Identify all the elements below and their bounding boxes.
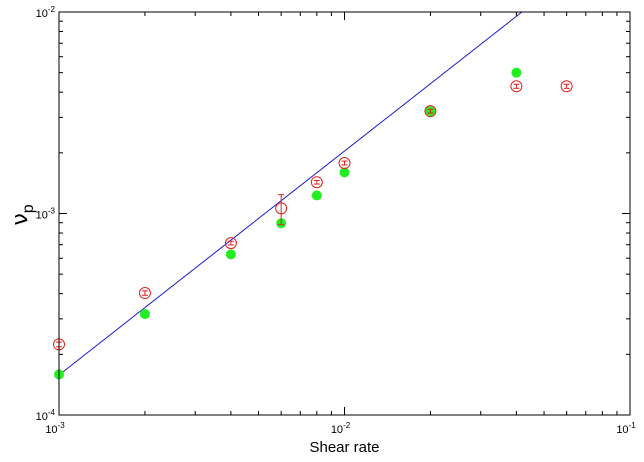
y-axis-title-subscript: p [20,204,37,213]
y-tick-label: 10-2 [36,5,56,20]
y-axis-title: νp [8,204,37,225]
x-tick-label: 10-3 [45,421,65,436]
green-data-point [225,249,236,260]
red-data-point [510,80,523,93]
red-data-point [138,287,151,300]
tick-labels: 10-3 10-2 10-110-410-310-2 [36,5,637,436]
fit-line [58,11,523,376]
green-data-point [139,309,150,320]
red-data-point [424,105,437,118]
green-data-point [339,167,350,178]
y-tick-label: 10-3 [36,207,56,222]
x-tick-label: 10-1 [616,421,636,436]
red-data-point [224,237,237,250]
plot-frame [58,11,631,416]
red-data-point [275,202,288,215]
green-data-point [311,190,322,201]
red-data-point [338,157,351,170]
y-tick-label: 10-4 [36,408,56,423]
y-axis-title-symbol: ν [8,213,33,225]
red-data-point [310,176,323,189]
x-tick-label: 10-2 [331,421,351,436]
x-axis-title: Shear rate [309,439,379,456]
red-data-point [560,80,573,93]
green-data-point [511,67,522,78]
data-series [53,11,573,380]
